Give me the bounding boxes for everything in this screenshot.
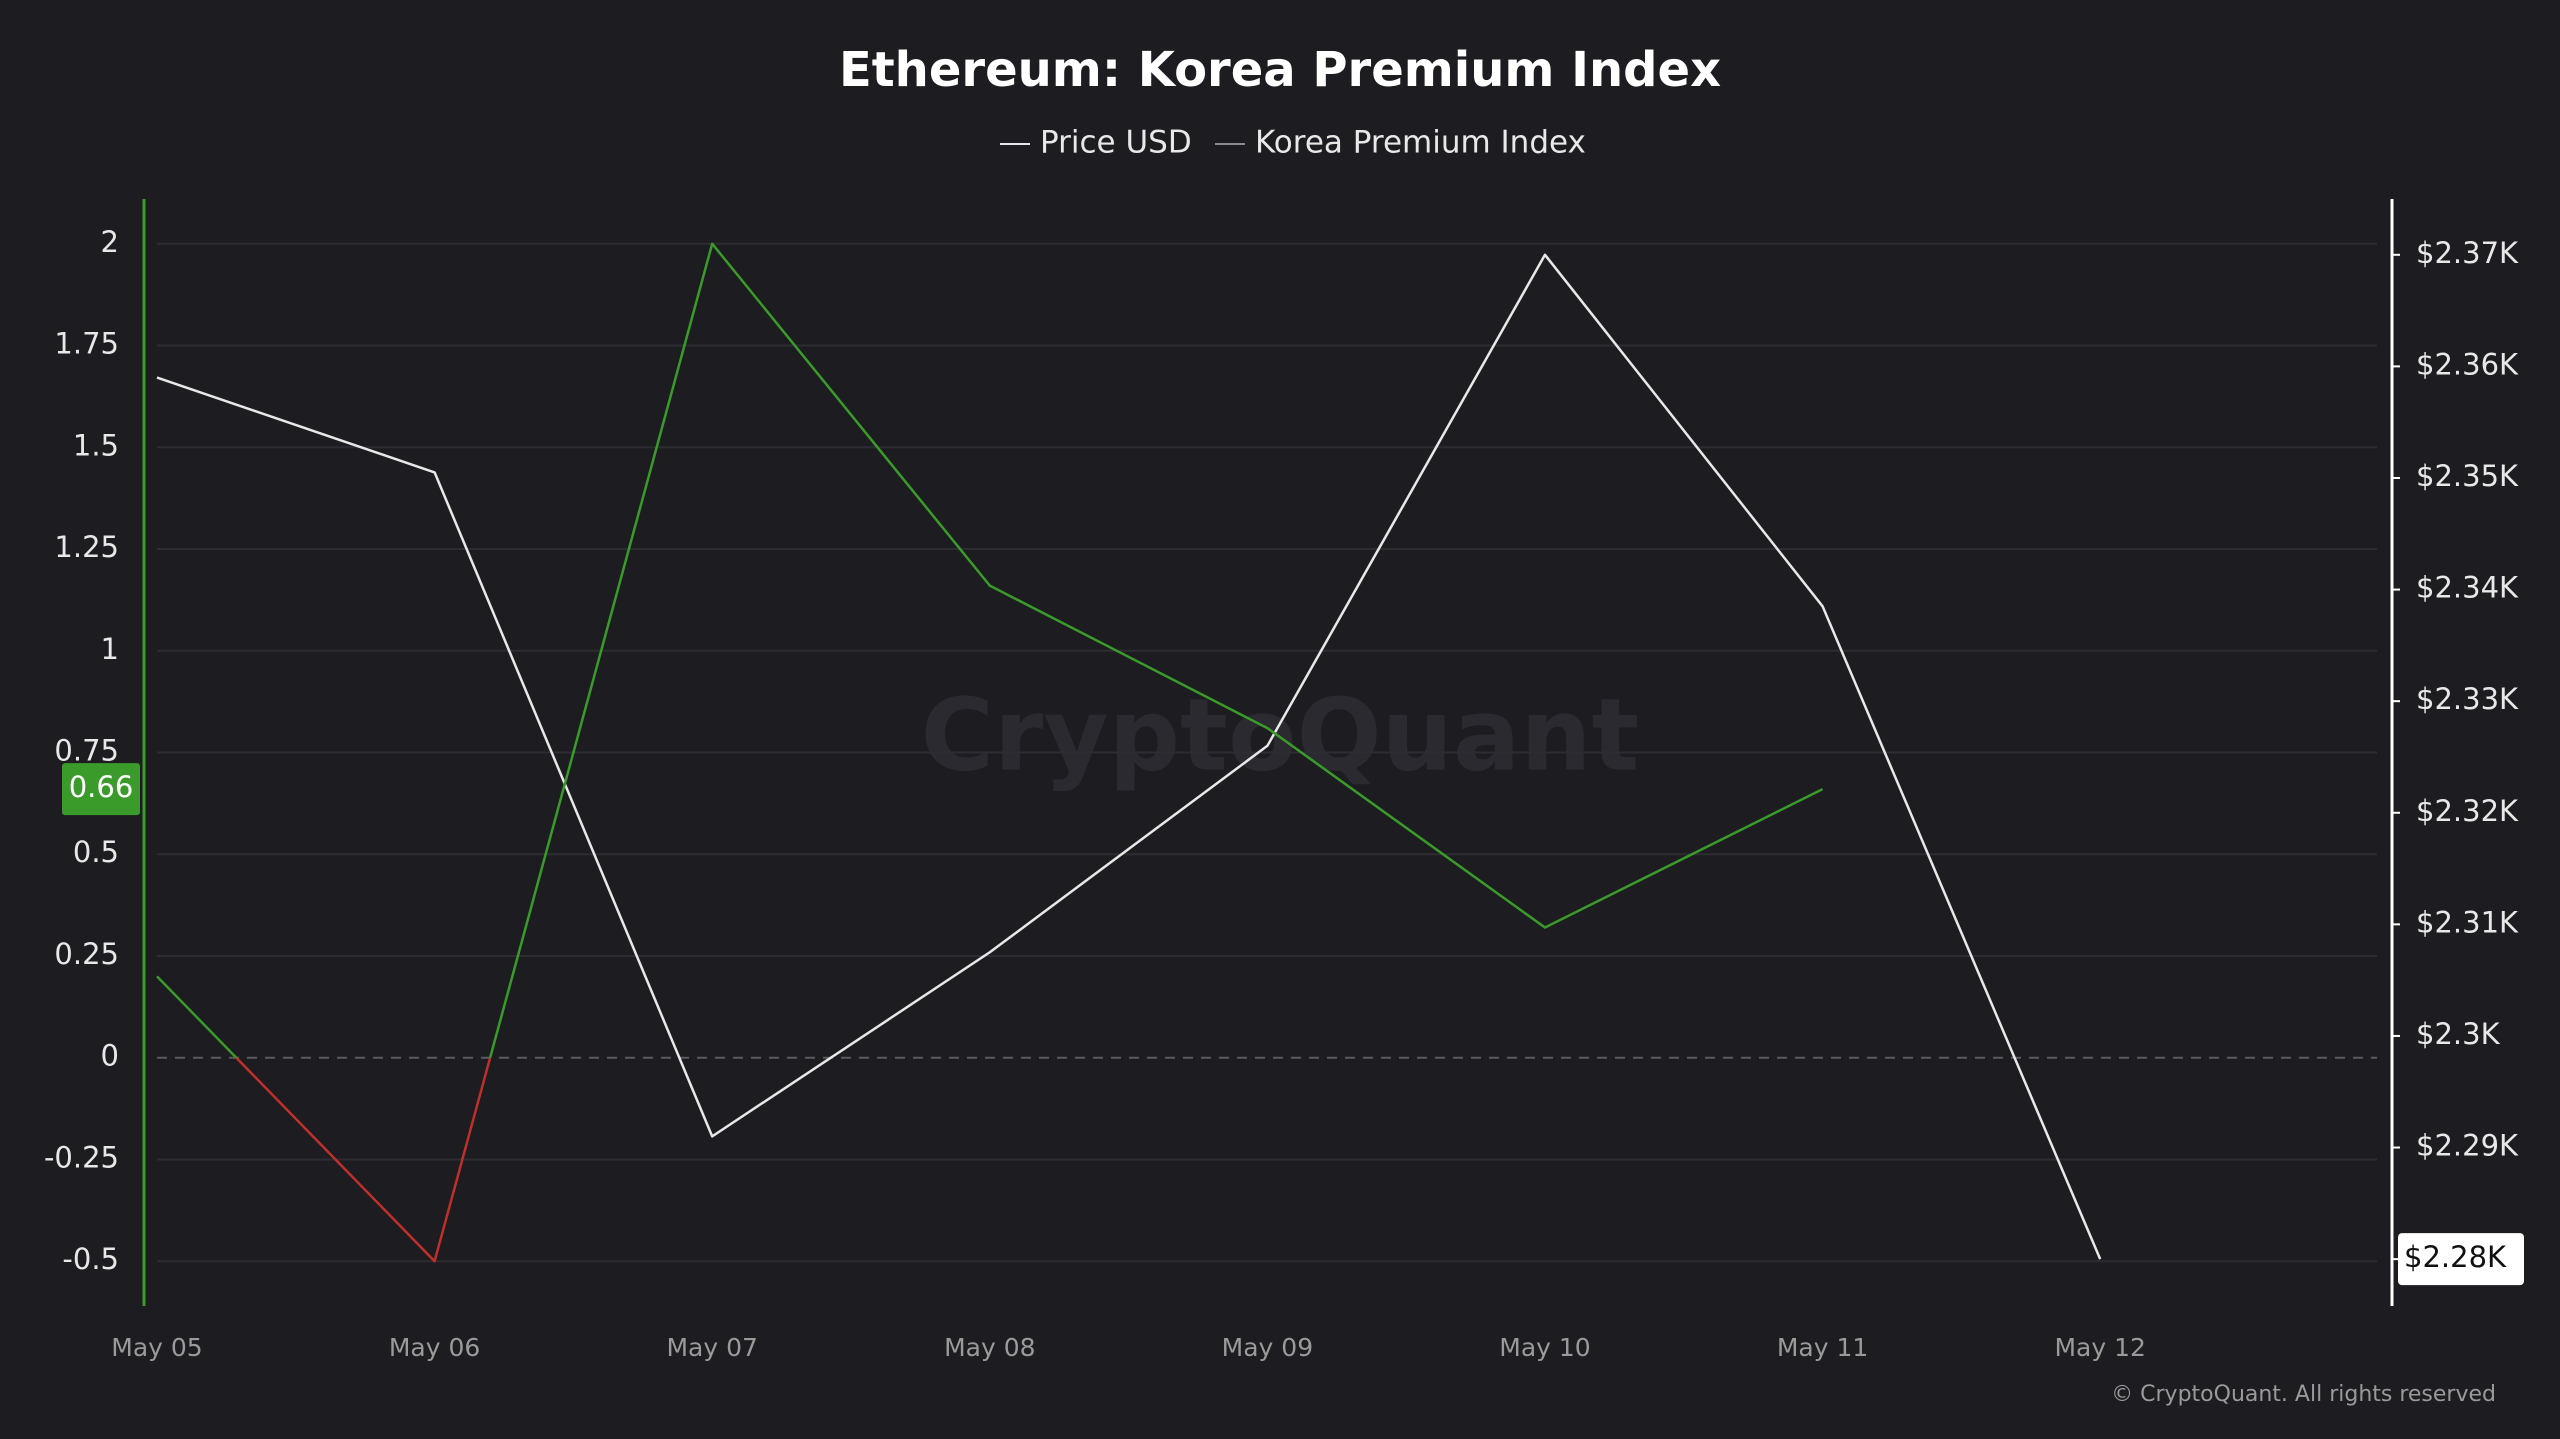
y2-tick-label: $2.29K	[2416, 1129, 2519, 1163]
x-tick-label: May 10	[1499, 1333, 1590, 1362]
y-tick-label: 0.5	[73, 835, 119, 869]
x-tick-label: May 09	[1222, 1333, 1313, 1362]
line	[156, 253, 2102, 1260]
current-value-box	[2398, 1233, 2524, 1286]
y-tick-label: -0.5	[62, 1242, 119, 1276]
y2-tick-label: $2.32K	[2416, 794, 2519, 828]
legend-label: Korea Premium Index	[1255, 125, 1586, 161]
x-tick-label: May 08	[944, 1333, 1035, 1362]
copyright: © CryptoQuant. All rights reserved	[2111, 1382, 2496, 1407]
y2-tick-label: $2.3K	[2416, 1017, 2501, 1051]
y-tick-label: 2	[101, 225, 119, 259]
y-tick-label: 1.75	[54, 327, 119, 361]
line-negative	[234, 1057, 492, 1263]
y-tick-label: 1	[101, 632, 119, 666]
y-tick-label: -0.25	[44, 1140, 119, 1174]
x-tick-label: May 05	[111, 1333, 202, 1362]
x-tick-label: May 11	[1777, 1333, 1868, 1362]
x-tick-label: May 06	[389, 1333, 480, 1362]
x-tick-label: May 07	[666, 1333, 757, 1362]
legend-label: Price USD	[1040, 125, 1192, 161]
line-positive	[156, 242, 1824, 1058]
chart-title: Ethereum: Korea Premium Index	[839, 42, 1721, 98]
watermark: CryptoQuant	[921, 676, 1640, 793]
y2-tick-label: $2.33K	[2416, 682, 2519, 716]
current-value-box	[62, 763, 140, 816]
y-tick-label: 1.5	[73, 428, 119, 462]
y-tick-label: 1.25	[54, 530, 119, 564]
y-tick-label: 0	[101, 1039, 119, 1073]
y2-tick-label: $2.35K	[2416, 459, 2519, 493]
y-tick-label: 0.75	[54, 734, 119, 768]
y2-tick-label: $2.31K	[2416, 905, 2519, 939]
y2-tick-label: $2.37K	[2416, 236, 2519, 270]
y2-tick-label: $2.28K	[2404, 1240, 2507, 1274]
current-value-label: 0.66	[69, 770, 134, 804]
y2-tick-label: $2.36K	[2416, 347, 2519, 381]
x-tick-label: May 12	[2054, 1333, 2145, 1362]
y2-tick-label: $2.34K	[2416, 571, 2519, 605]
y-tick-label: 0.25	[54, 937, 119, 971]
